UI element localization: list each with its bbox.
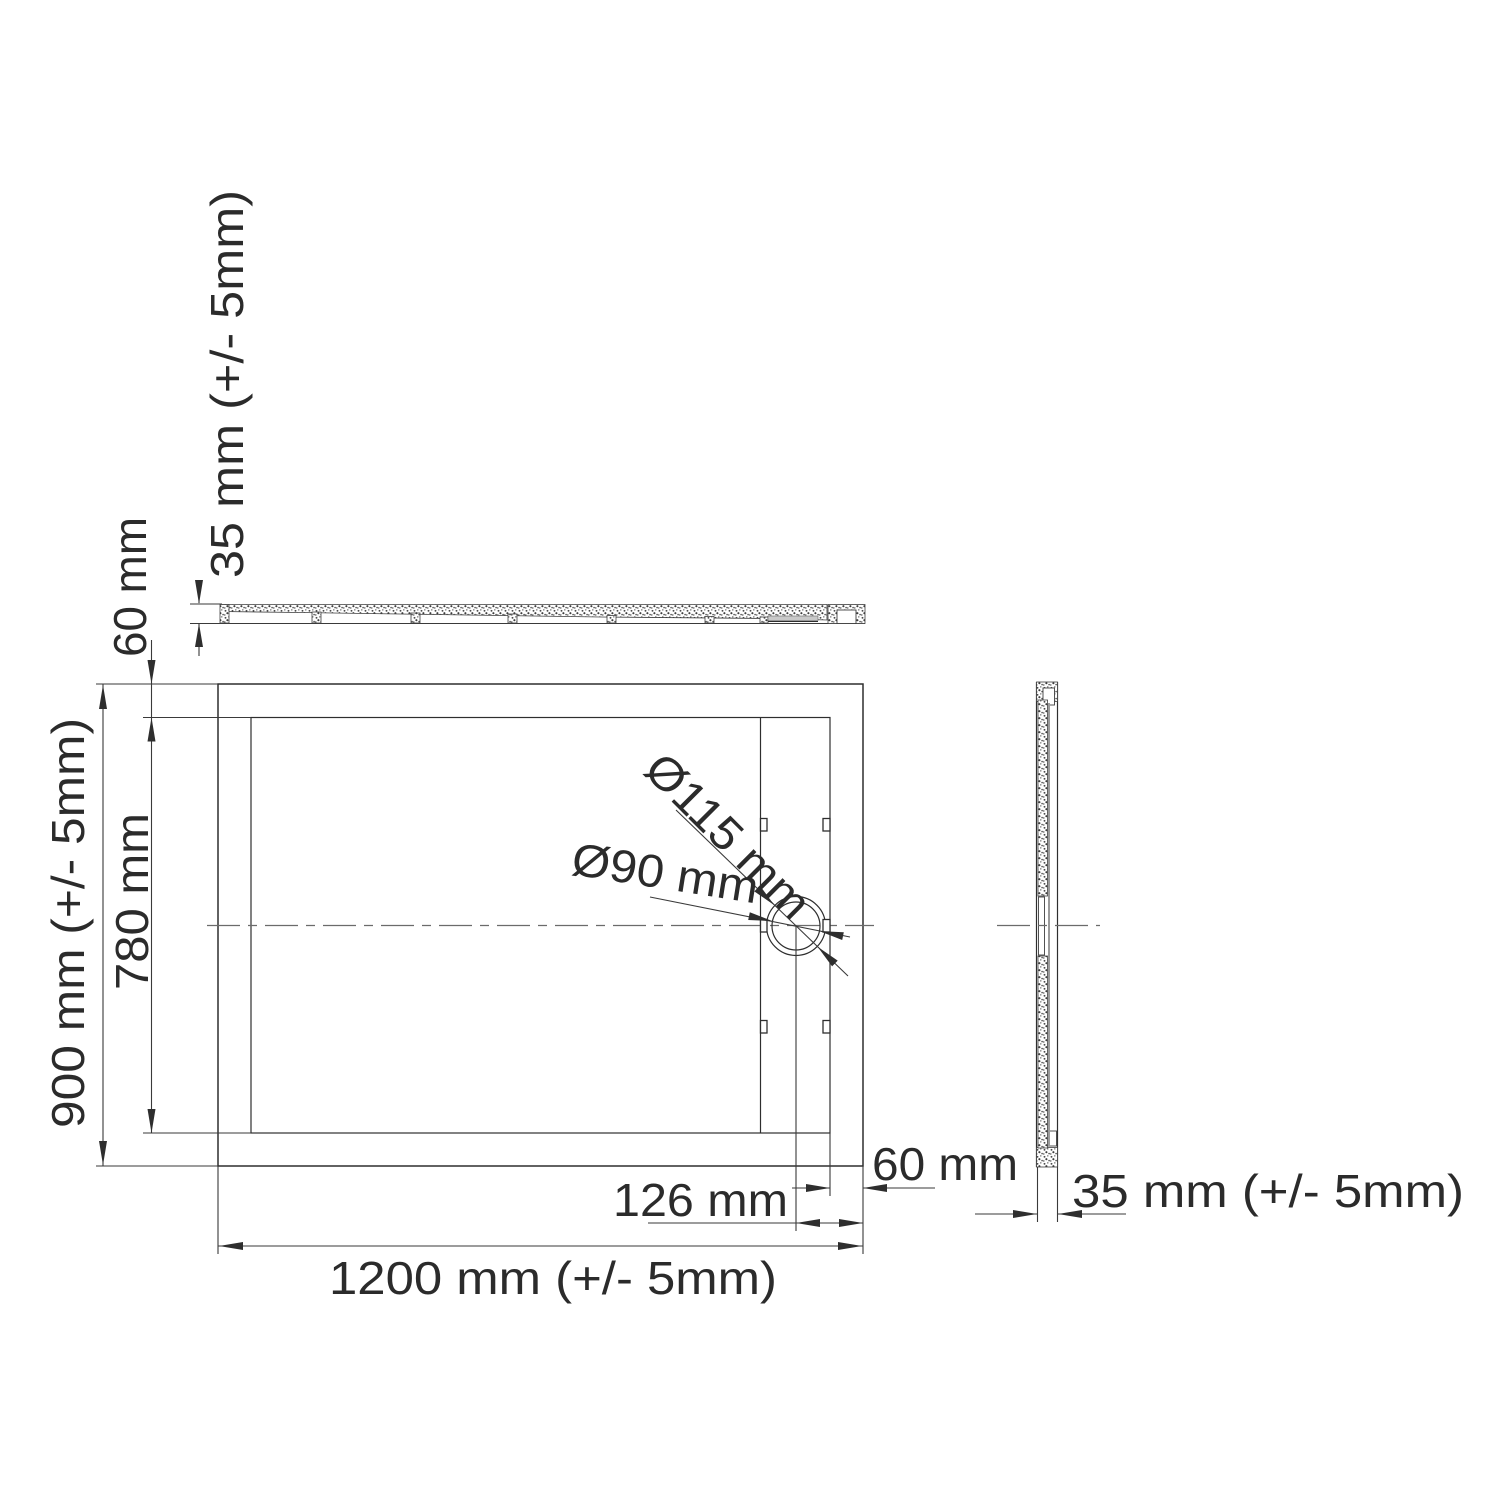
mounting-tab [822,1019,831,1034]
top-section-right-recess [836,609,857,624]
arrowhead-right [839,1219,863,1227]
plan-rim-offset-right-label: 60 mm [872,1138,1018,1190]
plan-outer-height-label: 900 mm (+/- 5mm) [42,718,94,1128]
mounting-tab [759,817,768,832]
arrowhead-up [147,717,156,742]
top-section-foot [759,616,769,624]
plan-rim-offset-top-label: 60 mm [104,517,156,657]
arrowhead-right [1013,1210,1037,1218]
arrowhead-diagonal [748,912,773,922]
arrowhead-diagonal [754,885,775,906]
arrowhead-down [195,580,203,604]
arrowhead-diagonal [817,946,838,967]
dim-plan-outer-height: 900 mm (+/- 5mm) [42,684,107,1166]
side-bottom-cap [1036,1147,1058,1168]
dim-plan-outer-width: 1200 mm (+/- 5mm) [218,1242,863,1304]
arrowhead-down [147,1109,156,1133]
top-section-view: 35 mm (+/- 5mm) [190,190,866,656]
side-shell-band-upper [1037,699,1048,897]
side-section-view: 35 mm (+/- 5mm) [975,681,1464,1222]
arrowhead-right [838,1242,862,1250]
mounting-tab [822,918,831,933]
dim-drain-offset: 126 mm [613,1174,863,1227]
mounting-tab [822,817,831,832]
drain-offset-label: 126 mm [613,1174,788,1226]
top-section-foot [606,615,617,624]
arrowhead-diagonal [819,931,844,940]
arrowhead-down [147,660,156,684]
arrowhead-down [99,1141,107,1165]
top-section-top-shell [220,604,828,621]
arrowhead-up [99,685,107,709]
top-section-foot [507,613,518,624]
plan-view: 900 mm (+/- 5mm) 60 mm 780 mm Ø115 mm Ø9… [42,517,1018,1304]
arrowhead-left [219,1242,243,1250]
top-section-left-end-block [219,604,230,624]
top-section-foot [311,611,322,624]
side-thickness-label: 35 mm (+/- 5mm) [1072,1165,1464,1217]
arrowhead-left [1058,1210,1082,1218]
top-section-foot [704,616,715,624]
dim-side-thickness: 35 mm (+/- 5mm) [975,1165,1464,1222]
plan-inner-height-label: 780 mm [106,813,158,990]
top-section-drain-channel [767,615,819,621]
arrowhead-left [796,1219,820,1227]
dim-top-section-thickness: 35 mm (+/- 5mm) [195,190,253,656]
side-shell-band-lower [1037,955,1048,1149]
arrowhead-right [806,1184,830,1192]
mounting-tab [759,918,768,933]
mounting-tab [759,1019,768,1034]
top-section-foot [410,612,421,624]
dim-right-rim-offset: 60 mm [792,1138,1018,1192]
plan-outer-width-label: 1200 mm (+/- 5mm) [329,1252,777,1304]
top-section-thickness-label: 35 mm (+/- 5mm) [201,190,253,578]
dim-plan-inner-height-chain: 60 mm 780 mm [104,517,158,1133]
arrowhead-up [195,623,203,647]
arrowhead-left [863,1184,887,1192]
